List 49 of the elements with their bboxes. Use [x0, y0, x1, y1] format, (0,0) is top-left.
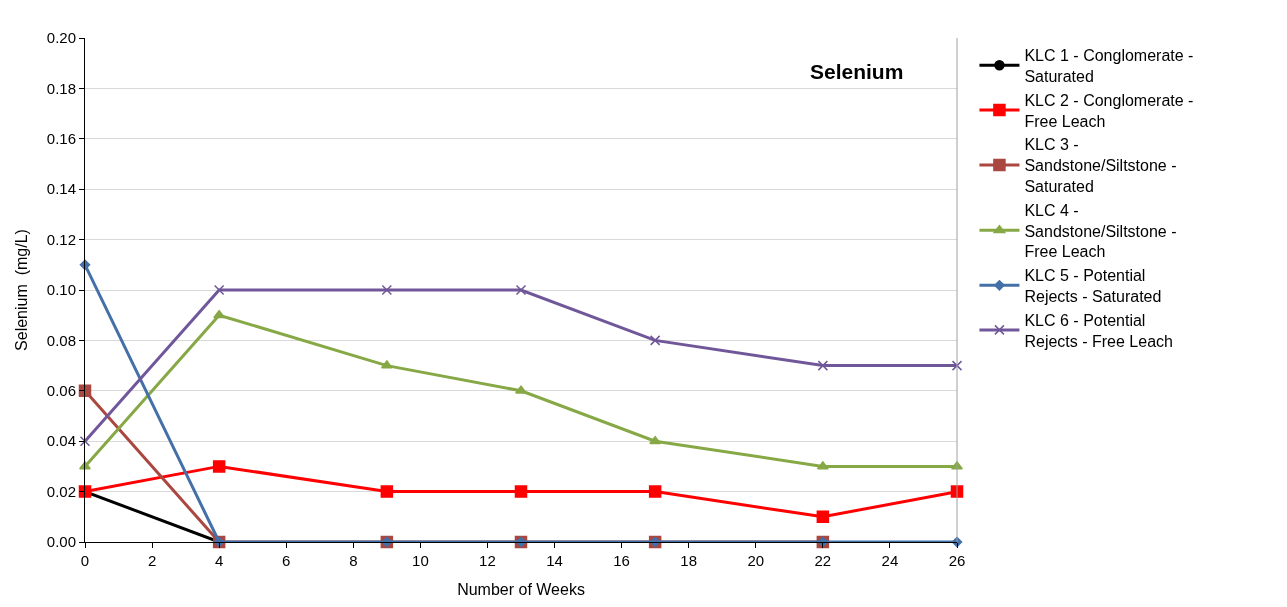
x-tick-label: 12 [479, 552, 496, 569]
point [381, 284, 393, 296]
point [649, 335, 661, 346]
x-tick-label: 24 [881, 552, 899, 569]
text: Selenium [810, 60, 904, 83]
x-tick-label: 14 [546, 552, 563, 569]
y-tick-label: 0.08 [46, 331, 76, 349]
y-tick-label: 0.10 [46, 281, 76, 299]
x-tick-label: 10 [412, 552, 429, 569]
legend-label: KLC 2 - Conglomerate - Free Leach [1024, 91, 1194, 130]
point [515, 385, 527, 394]
point [380, 485, 394, 498]
point [213, 284, 225, 296]
y-axis-title: Selenium (mg/L) [12, 229, 30, 351]
point [515, 284, 527, 296]
point [79, 435, 91, 447]
y-tick-label: 0.18 [46, 79, 76, 97]
y-tick-label: 0.00 [46, 533, 76, 551]
point [514, 485, 528, 498]
legend-label: KLC 5 - Potential Rejects - Saturated [1024, 267, 1162, 305]
x-tick-label: 18 [680, 552, 698, 569]
legend-label: KLC 1 - Conglomerate - Saturated [1024, 47, 1194, 85]
point [816, 510, 830, 524]
x-tick-label: 8 [349, 552, 358, 569]
x-axis-title: Number of Weeks [457, 580, 585, 598]
x-tick-label: 20 [747, 552, 765, 569]
point [213, 309, 226, 319]
y-tick-label: 0.04 [46, 432, 76, 450]
legend-label: KLC 6 - Potential Rejects - Free Leach [1024, 311, 1173, 350]
x-tick-label: 6 [282, 552, 291, 569]
x-tick-label: 2 [147, 552, 157, 569]
x-tick-label: 4 [214, 552, 224, 569]
y-tick-label: 0.12 [46, 230, 76, 248]
legend-label: KLC 4 - Sandstone/Siltstone - Free Leach [1024, 201, 1177, 261]
point [212, 460, 226, 473]
point [951, 360, 963, 371]
point [648, 485, 662, 498]
x-tick-label: 26 [948, 552, 966, 569]
point [649, 435, 662, 445]
y-tick-label: 0.16 [46, 130, 76, 148]
x-tick-label: 16 [613, 552, 630, 569]
legend-label: KLC 3 - Sandstone/Siltstone - Saturated [1024, 136, 1177, 195]
point [817, 360, 829, 371]
y-tick-label: 0.06 [46, 382, 76, 400]
y-tick-label: 0.14 [46, 180, 76, 198]
y-tick-label: 0.02 [46, 482, 76, 500]
x-tick-label: 22 [814, 552, 832, 569]
y-tick-label: 0.20 [46, 29, 76, 47]
x-tick-label: 0 [80, 552, 90, 569]
